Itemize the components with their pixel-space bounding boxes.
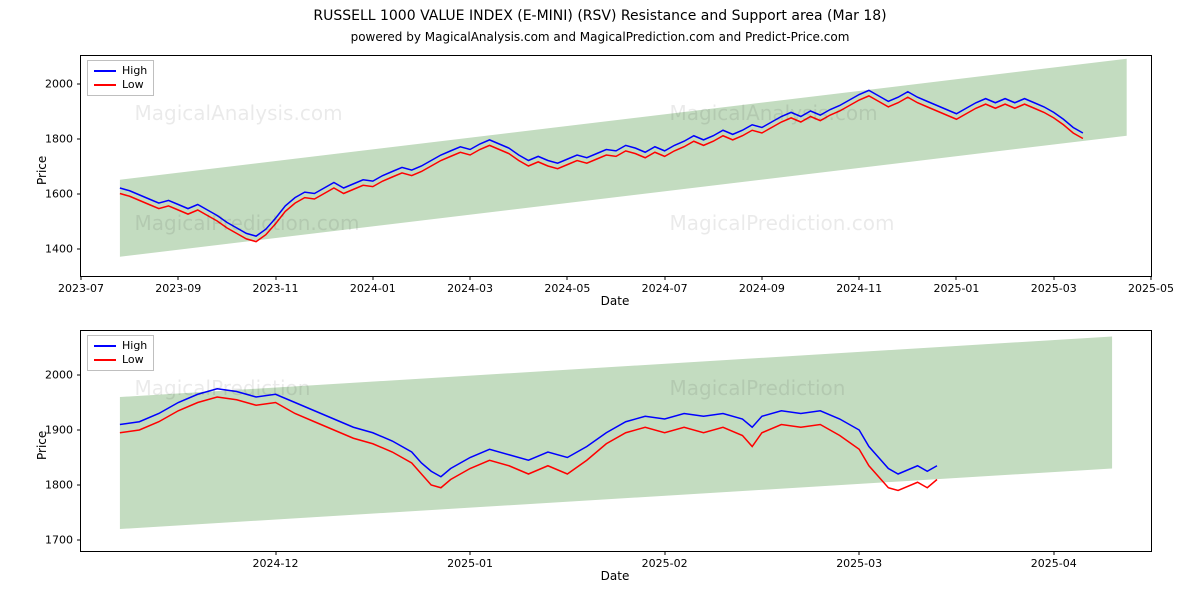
legend-swatch-low	[94, 84, 116, 86]
legend: High Low	[87, 60, 154, 96]
legend-label-high: High	[122, 64, 147, 78]
legend-row-high: High	[94, 339, 147, 353]
y-tick-label: 1400	[45, 242, 73, 255]
y-tick-label: 1800	[45, 479, 73, 492]
figure: RUSSELL 1000 VALUE INDEX (E-MINI) (RSV) …	[0, 0, 1200, 600]
y-tick-label: 1800	[45, 132, 73, 145]
bottom-chart-panel: High Low 17001800190020002024-122025-012…	[80, 330, 1152, 552]
legend-row-high: High	[94, 64, 147, 78]
bottom-chart-xlabel: Date	[80, 569, 1150, 583]
top-chart-svg	[81, 56, 1151, 276]
legend-row-low: Low	[94, 78, 147, 92]
y-tick-label: 1900	[45, 424, 73, 437]
legend: High Low	[87, 335, 154, 371]
y-tick-label: 1600	[45, 187, 73, 200]
legend-swatch-low	[94, 359, 116, 361]
legend-label-low: Low	[122, 78, 144, 92]
legend-swatch-high	[94, 345, 116, 347]
y-tick-label: 1700	[45, 534, 73, 547]
y-tick-label: 2000	[45, 369, 73, 382]
chart-subtitle: powered by MagicalAnalysis.com and Magic…	[0, 30, 1200, 44]
legend-label-low: Low	[122, 353, 144, 367]
support-resistance-band	[120, 337, 1112, 530]
support-resistance-band	[120, 59, 1127, 257]
top-chart-xlabel: Date	[80, 294, 1150, 308]
legend-row-low: Low	[94, 353, 147, 367]
top-chart-panel: High Low 14001600180020002023-072023-092…	[80, 55, 1152, 277]
top-chart-ylabel: Price	[35, 156, 49, 185]
chart-title: RUSSELL 1000 VALUE INDEX (E-MINI) (RSV) …	[0, 8, 1200, 24]
legend-label-high: High	[122, 339, 147, 353]
bottom-chart-ylabel: Price	[35, 431, 49, 460]
bottom-chart-svg	[81, 331, 1151, 551]
legend-swatch-high	[94, 70, 116, 72]
y-tick-label: 2000	[45, 77, 73, 90]
